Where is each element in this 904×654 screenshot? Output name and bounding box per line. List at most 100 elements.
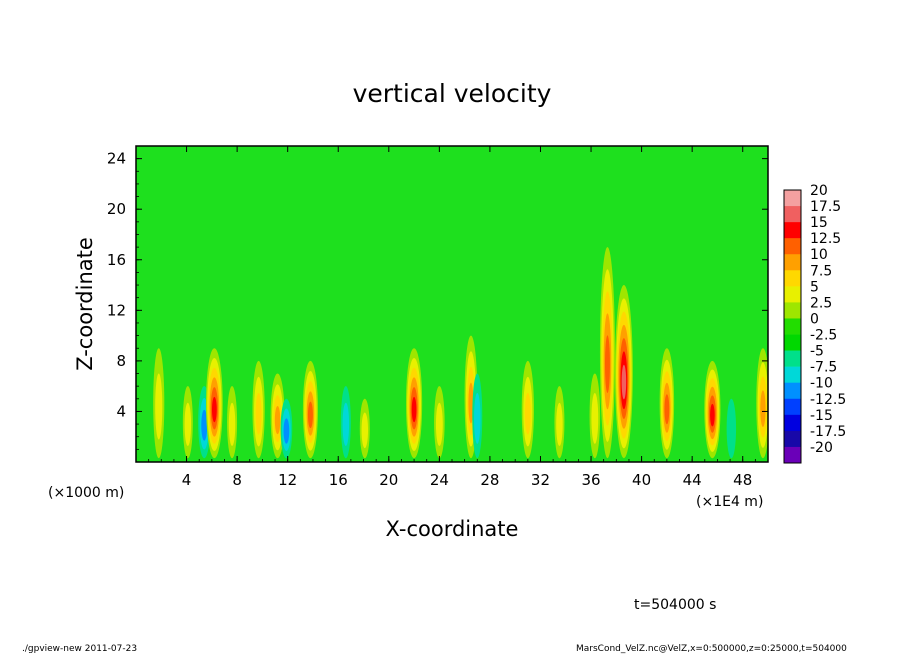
velocity-feature: [359, 398, 370, 459]
velocity-feature: [280, 398, 293, 459]
velocity-contour: [411, 396, 417, 423]
x-tick-label: 28: [480, 471, 499, 489]
velocity-feature: [554, 386, 565, 459]
y-axis-label: Z-coordinate: [73, 237, 97, 371]
velocity-feature: [472, 373, 483, 459]
velocity-feature: [756, 348, 768, 459]
velocity-contour: [184, 402, 192, 446]
colorbar-swatch: [784, 190, 801, 207]
velocity-feature: [659, 348, 675, 459]
colorbar-swatch: [784, 222, 801, 239]
colorbar-label: -17.5: [810, 424, 846, 440]
x-unit-right: (×1E4 m): [696, 494, 763, 510]
x-tick-label: 36: [581, 471, 600, 489]
colorbar-label: 12.5: [810, 231, 841, 247]
x-tick-label: 20: [379, 471, 398, 489]
x-axis-ticks: 4 8 12 16 20 24 28 32 36 40 44 48: [148, 146, 756, 489]
velocity-feature: [521, 360, 534, 459]
y-tick-label: 24: [107, 150, 126, 168]
colorbar-label: -2.5: [810, 328, 837, 344]
y-axis-ticks: 4 8 12 16 20 24: [107, 150, 768, 450]
program-label: ./gpview-new 2011-07-23: [22, 644, 137, 654]
colorbar: 2017.51512.5107.552.50-2.5-5-7.5-10-12.5…: [783, 183, 846, 464]
x-tick-label: 16: [329, 471, 348, 489]
velocity-contour: [435, 402, 443, 446]
velocity-feature: [206, 348, 223, 459]
velocity-feature: [599, 247, 615, 459]
velocity-contour: [274, 405, 281, 435]
velocity-contour: [342, 402, 350, 446]
colorbar-label: -20: [810, 440, 833, 456]
y-tick-label: 20: [107, 200, 126, 218]
velocity-contour: [155, 373, 163, 440]
colorbar-label: 7.5: [810, 263, 832, 279]
time-label: t=504000 s: [634, 597, 716, 613]
source-label: MarsCond_VelZ.nc@VelZ,x=0:500000,z=0:250…: [576, 644, 847, 654]
velocity-contour: [710, 403, 715, 427]
velocity-feature: [302, 360, 318, 459]
colorbar-swatch: [784, 446, 801, 464]
velocity-contour: [760, 390, 766, 428]
velocity-contour: [201, 409, 208, 441]
velocity-feature: [589, 373, 601, 459]
colorbar-label: 2.5: [810, 295, 832, 311]
velocity-contour: [474, 392, 481, 444]
x-tick-label: 44: [683, 471, 702, 489]
x-tick-label: 24: [430, 471, 449, 489]
colorbar-swatch: [784, 254, 801, 271]
colorbar-swatch: [784, 238, 801, 255]
velocity-contour: [556, 402, 563, 446]
velocity-contour: [621, 364, 627, 400]
colorbar-frame: [783, 189, 802, 464]
velocity-feature: [726, 398, 737, 459]
velocity-feature: [434, 386, 445, 459]
colorbar-swatch: [784, 350, 801, 367]
velocity-contour: [524, 392, 531, 435]
colorbar-label: -15: [810, 408, 833, 424]
x-tick-label: 12: [278, 471, 297, 489]
x-unit-left: (×1000 m): [48, 485, 124, 501]
x-tick-label: 32: [531, 471, 550, 489]
colorbar-label: -5: [810, 344, 824, 360]
colorbar-swatch: [784, 366, 801, 384]
colorbar-label: 10: [810, 247, 828, 263]
y-tick-label: 8: [116, 352, 126, 370]
colorbar-label: -10: [810, 376, 833, 392]
colorbar-swatch: [784, 270, 801, 287]
velocity-feature: [182, 386, 193, 459]
velocity-feature: [227, 386, 238, 459]
velocity-contour: [255, 392, 262, 435]
velocity-contour: [664, 394, 670, 425]
colorbar-swatch: [784, 398, 801, 416]
colorbar-label: -7.5: [810, 360, 837, 376]
colorbar-swatch: [784, 286, 801, 303]
colorbar-swatch: [784, 430, 801, 448]
chart-title: vertical velocity: [353, 79, 552, 108]
colorbar-label: 20: [810, 183, 828, 199]
plot-area: [135, 145, 769, 463]
velocity-contour: [361, 412, 369, 449]
colorbar-swatch: [784, 318, 801, 335]
colorbar-label: 17.5: [810, 199, 841, 215]
velocity-feature: [252, 360, 265, 459]
colorbar-swatch: [784, 302, 801, 319]
x-axis-label: X-coordinate: [386, 517, 519, 541]
x-tick-label: 40: [632, 471, 651, 489]
colorbar-label: 5: [810, 279, 819, 295]
velocity-feature: [340, 386, 351, 459]
velocity-contour: [283, 418, 290, 444]
velocity-feature: [704, 360, 721, 459]
colorbar-swatch: [784, 334, 801, 351]
colorbar-label: -12.5: [810, 392, 846, 408]
velocity-contour: [228, 402, 236, 446]
velocity-feature: [614, 285, 633, 459]
velocity-contour: [726, 398, 737, 459]
velocity-contour: [211, 396, 217, 423]
velocity-feature: [153, 348, 165, 459]
colorbar-swatch: [784, 414, 801, 432]
colorbar-label: 0: [810, 311, 819, 327]
velocity-contour: [307, 401, 313, 429]
colorbar-swatch: [784, 382, 801, 400]
y-tick-label: 4: [116, 402, 126, 420]
